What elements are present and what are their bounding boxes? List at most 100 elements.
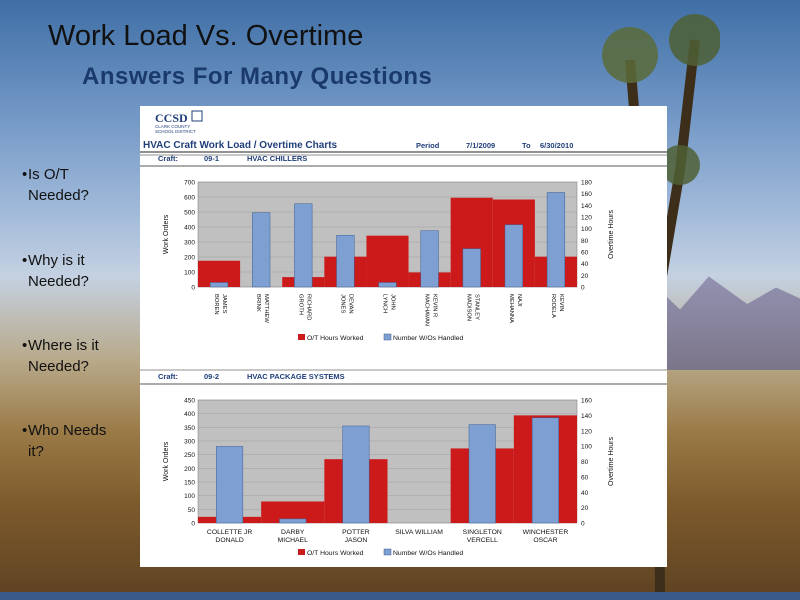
y-tick-label: 0 (191, 521, 195, 528)
y-tick-label: 100 (184, 270, 195, 277)
y2-tick-label: 120 (581, 215, 592, 222)
y2-tick-label: 20 (581, 505, 589, 512)
report-heading: HVAC Craft Work Load / Overtime Charts (143, 140, 338, 151)
y-tick-label: 50 (188, 507, 196, 514)
y2-axis-title: Overtime Hours (608, 436, 615, 486)
bullet-item: • Is O/T Needed? (22, 164, 137, 206)
x-tick-label: NAJI (516, 294, 522, 307)
x-tick-label: MATTHEW (263, 294, 269, 323)
y-tick-label: 400 (184, 411, 195, 418)
bullet-text: Why is it Needed? (28, 252, 89, 290)
x-tick-label: DEVAN (347, 294, 353, 314)
x-tick-label: STANLEY (474, 294, 480, 320)
y-tick-label: 150 (184, 480, 195, 487)
logo-mark-icon (191, 110, 203, 122)
x-tick-label: MICHAEL (278, 537, 308, 544)
x-tick-label: MADISON (466, 294, 472, 321)
y-tick-label: 450 (184, 398, 195, 405)
bullet-text: Who Needs it? (28, 422, 107, 460)
work-order-bar (279, 518, 307, 524)
y2-tick-label: 160 (581, 191, 592, 198)
y-tick-label: 200 (184, 466, 195, 473)
craft-label: Craft: (158, 372, 178, 381)
y2-tick-label: 40 (581, 490, 589, 497)
work-order-bar (462, 248, 481, 288)
period-label: Period (416, 141, 440, 150)
legend-label-wo: Number W/Os Handled (393, 335, 463, 342)
y2-tick-label: 160 (581, 398, 592, 405)
work-order-bar (420, 230, 439, 288)
x-tick-label: RICHARD (305, 294, 311, 320)
legend-swatch-wo (383, 333, 392, 341)
x-tick-label: LYNCH (382, 294, 388, 313)
bullet-icon: • (22, 252, 28, 269)
period-end: 6/30/2010 (540, 141, 573, 150)
x-tick-label: DONALD (215, 537, 243, 544)
x-tick-label: BOREN (213, 294, 219, 315)
y-tick-label: 250 (184, 452, 195, 459)
y2-tick-label: 80 (581, 459, 589, 466)
period-to: To (522, 141, 531, 150)
bullet-icon: • (22, 422, 28, 439)
craft-code: 09-1 (204, 154, 219, 163)
craft-name: HVAC CHILLERS (247, 154, 307, 163)
legend-swatch-ot (298, 549, 305, 555)
craft-label: Craft: (158, 154, 178, 163)
y2-tick-label: 0 (581, 521, 585, 528)
work-order-bar (209, 282, 229, 288)
x-tick-label: SILVA WILLIAM (395, 529, 443, 536)
slide-subtitle: Answers For Many Questions (82, 63, 433, 90)
x-tick-label: OSCAR (533, 537, 557, 544)
y2-tick-label: 180 (581, 180, 592, 187)
y2-tick-label: 140 (581, 203, 592, 210)
y-tick-label: 300 (184, 240, 195, 247)
x-tick-label: BRINK (255, 294, 261, 312)
x-tick-label: JOHN (390, 294, 396, 310)
logo-subtitle-line-2: SCHOOL DISTRICT (155, 129, 196, 134)
x-tick-label: JONES (339, 294, 345, 313)
report-charts: CCSD CLARK COUNTY SCHOOL DISTRICT HVAC C… (140, 110, 667, 557)
work-order-bar (252, 212, 271, 288)
y-tick-label: 200 (184, 255, 195, 262)
x-tick-label: WINCHESTER (523, 529, 569, 536)
y2-tick-label: 0 (581, 285, 585, 292)
x-tick-label: KEVIN R (432, 294, 438, 317)
slide-title: Work Load Vs. Overtime (48, 20, 364, 52)
charts-layer: Craft: 09-1 HVAC CHILLERS01002003004005006… (140, 151, 667, 557)
y2-tick-label: 100 (581, 226, 592, 233)
x-tick-label: MACHAVAN (424, 294, 430, 326)
y2-axis-title: Overtime Hours (608, 209, 615, 259)
work-order-bar (468, 424, 496, 524)
y-tick-label: 0 (191, 285, 195, 292)
x-tick-label: KEVIN (558, 294, 564, 311)
y-tick-label: 400 (184, 225, 195, 232)
x-tick-label: SINGLETON (463, 529, 502, 536)
x-tick-label: GROTH (297, 294, 303, 315)
work-order-bar (378, 282, 397, 288)
report-panel: CCSD CLARK COUNTY SCHOOL DISTRICT HVAC C… (140, 106, 667, 567)
x-tick-label: POTTER (342, 529, 370, 536)
bullet-item: • Where is it Needed? (22, 335, 137, 377)
x-tick-label: RODELA (550, 294, 556, 318)
y-tick-label: 350 (184, 425, 195, 432)
work-order-bar (546, 192, 566, 288)
work-order-bar (294, 203, 313, 288)
legend-swatch-wo (383, 548, 392, 556)
bullet-text: Where is it Needed? (28, 337, 99, 375)
x-tick-label: DARBY (281, 529, 305, 536)
period-start: 7/1/2009 (466, 141, 495, 150)
bullet-item: • Who Needs it? (22, 420, 137, 462)
y2-tick-label: 40 (581, 261, 589, 268)
y2-tick-label: 60 (581, 474, 589, 481)
legend-label-ot: O/T Hours Worked (307, 335, 364, 342)
work-order-bar (531, 417, 559, 524)
x-tick-label: JASON (345, 537, 368, 544)
work-order-bar (216, 446, 244, 524)
y2-tick-label: 20 (581, 273, 589, 280)
legend-swatch-ot (298, 334, 305, 340)
work-order-bar (336, 235, 355, 288)
bullet-text: Is O/T Needed? (28, 166, 89, 204)
bullet-item: • Why is it Needed? (22, 250, 137, 292)
y2-tick-label: 80 (581, 238, 589, 245)
y2-tick-label: 140 (581, 413, 592, 420)
